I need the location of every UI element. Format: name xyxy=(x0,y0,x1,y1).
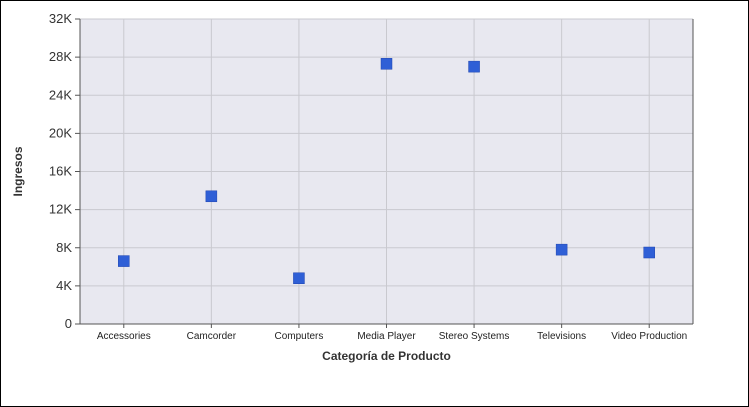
x-axis-title: Categoría de Producto xyxy=(322,349,451,363)
x-tick-label: Televisions xyxy=(537,331,586,342)
y-tick-label: 24K xyxy=(49,87,72,102)
y-tick-label: 8K xyxy=(56,240,72,255)
x-tick-label: Stereo Systems xyxy=(439,331,510,342)
x-tick-label: Media Player xyxy=(357,331,416,342)
y-tick-label: 0 xyxy=(65,316,72,331)
y-tick-label: 16K xyxy=(49,164,72,179)
x-tick-label: Camcorder xyxy=(187,331,237,342)
data-point xyxy=(205,190,218,203)
x-tick-label: Video Production xyxy=(611,331,687,342)
axes xyxy=(75,18,694,328)
y-tick-labels: 0 4K 8K 12K 16K 20K 24K 28K 32K xyxy=(49,11,72,331)
data-points xyxy=(118,58,655,284)
grid-lines xyxy=(80,18,693,325)
data-point xyxy=(380,58,393,70)
data-point xyxy=(293,272,305,284)
y-tick-label: 28K xyxy=(49,49,72,64)
y-tick-label: 20K xyxy=(49,125,72,140)
y-tick-label: 32K xyxy=(49,11,72,26)
data-point xyxy=(555,243,568,256)
data-point xyxy=(468,60,480,73)
data-point xyxy=(118,255,130,267)
y-tick-label: 12K xyxy=(49,202,72,217)
data-point xyxy=(643,246,655,259)
x-tick-label: Accessories xyxy=(97,331,151,342)
x-tick-labels: Accessories Camcorder Computers Media Playe… xyxy=(97,331,687,342)
y-axis-title: Ingresos xyxy=(11,146,25,196)
x-tick-label: Computers xyxy=(274,331,323,342)
y-tick-label: 4K xyxy=(56,278,72,293)
